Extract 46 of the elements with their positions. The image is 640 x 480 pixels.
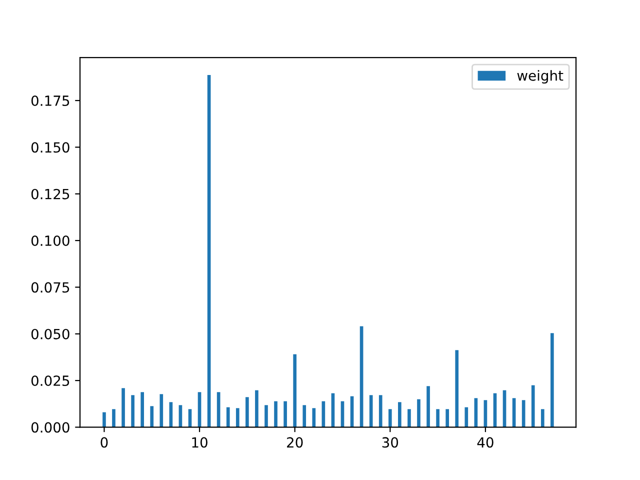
- bar: [102, 412, 106, 428]
- bar: [302, 405, 306, 428]
- bar: [408, 409, 411, 428]
- bar: [207, 74, 211, 428]
- bar: [426, 386, 430, 428]
- bar: [131, 395, 134, 428]
- bar: [236, 408, 240, 428]
- bar: [312, 408, 316, 428]
- bar: [417, 399, 420, 428]
- bar: [122, 388, 125, 428]
- bar: [246, 397, 249, 428]
- bar: [264, 405, 268, 428]
- bar: [226, 407, 230, 428]
- y-tick-label: 0.100: [31, 236, 70, 246]
- bar: [378, 395, 382, 428]
- y-tick-label: 0.150: [31, 142, 70, 153]
- y-tick-label: 0.025: [31, 376, 70, 386]
- x-tick-label: 40: [477, 437, 494, 448]
- bar: [550, 333, 554, 428]
- x-tick-label: 20: [287, 437, 303, 448]
- bar: [455, 350, 459, 428]
- x-tick-label: 30: [382, 437, 398, 448]
- bar: [112, 409, 116, 428]
- legend-label: weight: [517, 70, 564, 84]
- bar: [293, 354, 296, 428]
- bar: [216, 392, 220, 428]
- bar: [446, 409, 449, 428]
- bar: [540, 409, 544, 428]
- bar: [464, 407, 468, 428]
- bar: [398, 402, 402, 428]
- bar: [388, 409, 392, 428]
- y-tick-label: 0.050: [31, 328, 70, 340]
- bar: [140, 392, 144, 428]
- bar: [284, 401, 287, 428]
- bar: [531, 385, 535, 428]
- bar: [160, 394, 164, 428]
- bar: [274, 401, 278, 428]
- bar: [255, 390, 258, 428]
- y-tick-label: 0.000: [31, 422, 70, 433]
- y-tick-label: 0.125: [31, 188, 70, 200]
- x-tick-label: 10: [192, 437, 208, 448]
- y-tick-label: 0.175: [31, 96, 70, 106]
- y-tick-label: 0.075: [31, 282, 70, 293]
- x-tick-label: 0: [100, 437, 108, 448]
- bar: [436, 409, 440, 428]
- bar: [150, 406, 154, 428]
